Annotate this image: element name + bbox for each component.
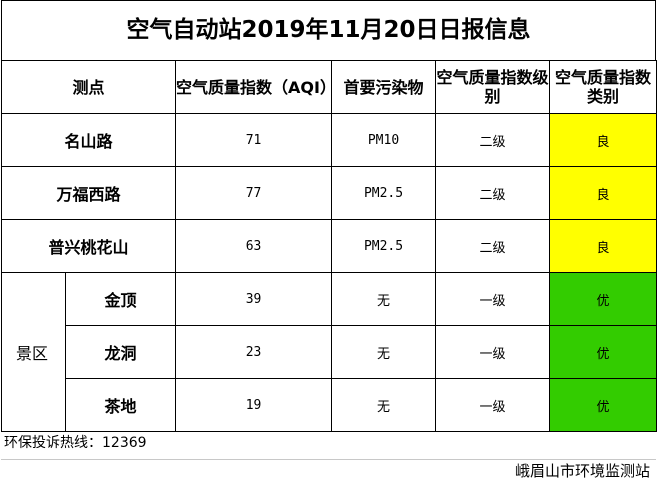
site-name: 名山路 [0,113,177,167]
pollutant-value: 无 [331,272,437,326]
top-border [1,0,656,1]
site-name: 金顶 [64,272,177,326]
table-row: 名山路 71 PM10 二级 良 [0,113,657,167]
table-row: 景区 金顶 39 无 一级 优 [1,272,657,432]
level-value: 一级 [435,378,551,432]
level-value: 一级 [435,272,551,326]
site-name: 龙洞 [64,325,177,379]
table-row: 龙洞 23 无 一级 优 [2,325,657,379]
category-value: 良 [549,166,657,220]
scenic-group-label: 景区 [1,272,66,432]
level-value: 一级 [435,325,551,379]
category-value: 优 [549,378,657,432]
aqi-value: 71 [175,113,333,167]
table-row: 万福西路 77 PM2.5 二级 良 [0,166,657,220]
header-aqi: 空气质量指数（AQI） [175,60,336,114]
site-name: 茶地 [64,378,177,432]
category-value: 良 [549,113,657,167]
header-level: 空气质量指数级别 [435,60,551,114]
category-value: 良 [549,219,657,273]
footer-divider [1,459,656,460]
header-pollutant: 首要污染物 [331,60,437,114]
pollutant-value: 无 [331,378,437,432]
header-row: 测点 空气质量指数（AQI） 首要污染物 空气质量指数级别 空气质量指数类别 [0,60,657,114]
aqi-value: 77 [175,166,333,220]
complaint-hotline: 环保投诉热线：12369 [4,435,147,451]
site-name: 普兴桃花山 [0,219,177,273]
pollutant-value: PM2.5 [331,219,437,273]
category-value: 优 [549,325,657,379]
aqi-value: 63 [175,219,333,273]
header-category: 空气质量指数类别 [549,60,657,114]
header-site: 测点 [0,60,177,114]
issuer-name: 峨眉山市环境监测站 [514,462,650,480]
aqi-value: 23 [175,325,333,379]
pollutant-value: PM2.5 [331,166,437,220]
site-name: 万福西路 [0,166,177,220]
aqi-value: 39 [175,272,333,326]
level-value: 二级 [435,166,551,220]
header-aqi-label: 空气质量指数（AQI） [176,77,336,97]
aqi-value: 19 [175,378,333,432]
right-border [655,0,656,60]
category-value: 优 [549,272,657,326]
level-value: 二级 [435,113,551,167]
report-title: 空气自动站2019年11月20日日报信息 [126,17,531,43]
pollutant-value: PM10 [331,113,437,167]
level-value: 二级 [435,219,551,273]
left-border [1,0,2,60]
table-row: 茶地 19 无 一级 优 [2,378,657,432]
aqi-table: 测点 空气质量指数（AQI） 首要污染物 空气质量指数级别 空气质量指数类别 名… [0,60,657,432]
table-row: 普兴桃花山 63 PM2.5 二级 良 [0,219,657,273]
pollutant-value: 无 [331,325,437,379]
